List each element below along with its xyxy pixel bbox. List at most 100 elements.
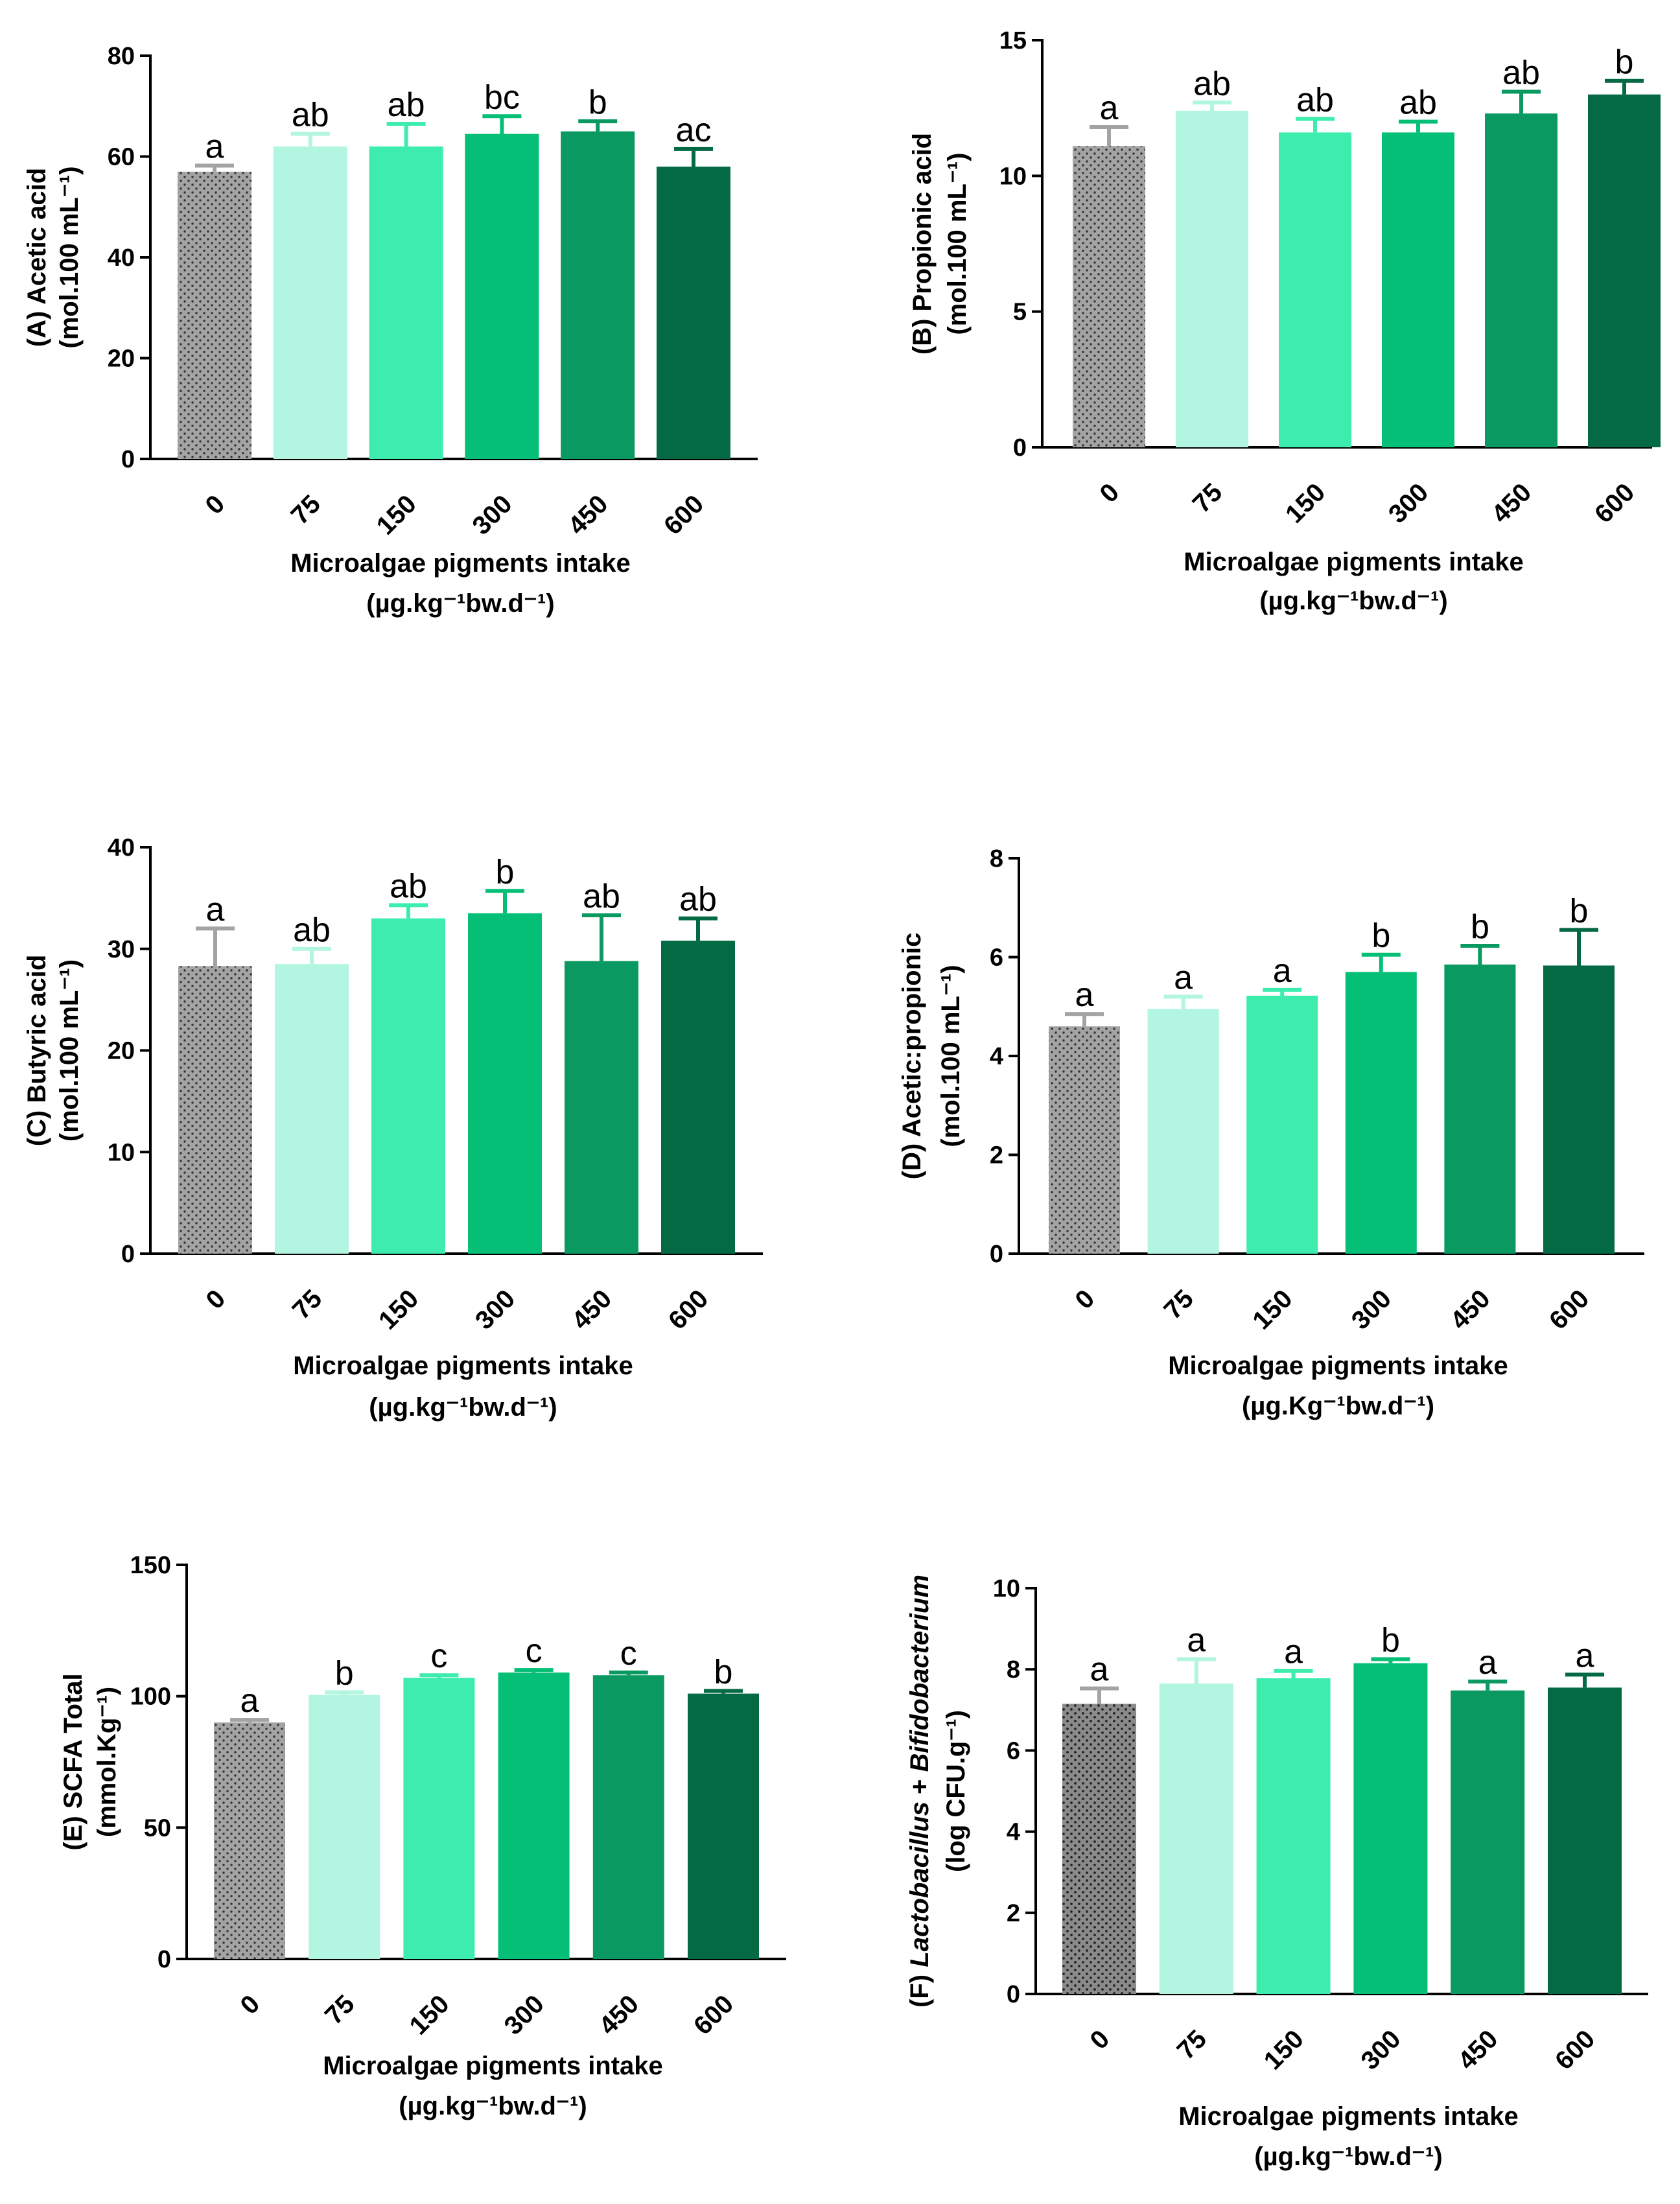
y-tick-label: 20 — [108, 1038, 135, 1065]
significance-letter: a — [1090, 1651, 1109, 1689]
y-tick-label: 6 — [990, 944, 1003, 972]
x-tick-label: 0 — [235, 1989, 266, 2020]
significance-letter: ab — [583, 878, 620, 915]
significance-letter: a — [1075, 976, 1094, 1014]
y-tick-label: 2 — [990, 1142, 1003, 1169]
y-axis-unit: (mmol.Kg⁻¹) — [93, 1687, 121, 1837]
chart-panel-d: 0 2 4 6 8 a 0 a 75 a 150 b 300 b 450 b 600 (D) Acetic:pro… — [898, 845, 1644, 1420]
x-tick-label: 450 — [563, 489, 613, 540]
significance-letter: a — [1576, 1637, 1594, 1674]
chart-panel-e: 0 50 100 150 a 0 b 75 c 150 c 300 c 450 b 600 (E) SCFA T… — [59, 1552, 786, 2120]
significance-letter: a — [1174, 959, 1193, 997]
significance-letter: a — [1273, 952, 1292, 990]
x-tick-label: 0 — [200, 489, 231, 520]
x-tick-label: 300 — [1346, 1284, 1397, 1335]
x-tick-label: 75 — [1172, 2024, 1213, 2065]
x-tick-label: 75 — [286, 489, 327, 530]
bar-c-150 — [371, 918, 445, 1254]
x-tick-label: 150 — [373, 1284, 424, 1335]
chart-panel-f: 0 2 4 6 8 10 a 0 a 75 a 150 b 300 a 450 a 600 (F) Lactobac… — [905, 1575, 1648, 2171]
x-axis-title: Microalgae pigments intake — [293, 1352, 633, 1380]
bar-b-0 — [1073, 146, 1145, 447]
x-tick-label: 600 — [1544, 1284, 1594, 1335]
x-tick-label: 150 — [371, 489, 422, 540]
significance-letter: c — [526, 1632, 542, 1670]
x-tick-label: 450 — [566, 1284, 617, 1335]
chart-panel-c: 0 10 20 30 40 a 0 ab 75 ab 150 b 300 ab 450 ab 600 (C) Bu… — [23, 834, 763, 1422]
x-tick-label: 300 — [467, 489, 517, 540]
y-tick-label: 50 — [144, 1814, 171, 1842]
y-axis-unit: (mol.100 mL⁻¹) — [937, 965, 965, 1147]
bar-f-0 — [1062, 1704, 1136, 1994]
significance-letter: ab — [1502, 54, 1540, 92]
y-tick-label: 0 — [158, 1946, 171, 1973]
x-axis-unit: (µg.Kg⁻¹bw.d⁻¹) — [1242, 1392, 1434, 1420]
y-tick-label: 10 — [999, 163, 1027, 190]
significance-letter: bc — [484, 78, 520, 116]
x-axis-unit: (µg.kg⁻¹bw.d⁻¹) — [369, 1393, 557, 1422]
bar-a-300 — [465, 134, 539, 459]
bar-d-75 — [1147, 1009, 1219, 1254]
y-axis-unit: (mol.100 mL⁻¹) — [55, 166, 84, 348]
significance-letter: b — [335, 1655, 354, 1693]
y-axis-title: (A) Acetic acid — [23, 168, 51, 347]
y-tick-label: 10 — [108, 1139, 135, 1166]
significance-letter: ab — [292, 97, 329, 134]
chart-panel-a: 0 20 40 60 80 a 0 ab 75 ab 150 bc 300 b 450 ac 600 (A) Ac… — [23, 43, 758, 618]
x-tick-label: 150 — [1247, 1284, 1298, 1335]
x-axis-title: Microalgae pigments intake — [290, 549, 631, 578]
x-tick-label: 450 — [594, 1989, 644, 2040]
significance-letter: a — [1100, 89, 1119, 127]
x-tick-label: 150 — [1259, 2024, 1309, 2075]
x-tick-label: 150 — [1280, 478, 1331, 528]
x-tick-label: 75 — [1158, 1284, 1199, 1325]
x-tick-label: 450 — [1445, 1284, 1495, 1335]
significance-letter: a — [206, 891, 225, 928]
y-tick-label: 20 — [108, 346, 135, 373]
bar-b-150 — [1279, 132, 1351, 447]
significance-letter: ab — [679, 881, 717, 919]
bar-d-0 — [1049, 1026, 1120, 1254]
significance-letter: c — [430, 1637, 447, 1675]
bar-a-150 — [369, 146, 443, 459]
bar-f-150 — [1256, 1678, 1331, 1994]
bar-e-600 — [688, 1693, 759, 1959]
bar-b-450 — [1485, 113, 1558, 448]
y-tick-label: 40 — [108, 834, 135, 862]
y-tick-label: 6 — [1007, 1737, 1020, 1764]
y-axis-unit: (log CFU.g⁻¹) — [942, 1710, 970, 1872]
significance-letter: a — [1187, 1622, 1206, 1659]
y-axis-title: (F) Lactobacillus + Bifidobacterium — [905, 1575, 934, 2008]
bar-d-600 — [1543, 965, 1615, 1254]
x-tick-label: 150 — [404, 1989, 454, 2040]
significance-letter: a — [1284, 1634, 1303, 1671]
significance-letter: ac — [676, 111, 712, 149]
bar-b-300 — [1382, 132, 1454, 447]
y-axis-unit: (mol.100 mL⁻¹) — [55, 959, 84, 1142]
significance-letter: b — [496, 853, 515, 891]
significance-letter: b — [1371, 917, 1390, 955]
y-tick-label: 0 — [1013, 434, 1027, 462]
significance-letter: ab — [390, 867, 427, 905]
x-tick-label: 300 — [499, 1989, 550, 2040]
y-axis-unit: (mol.100 mL⁻¹) — [943, 152, 972, 334]
x-tick-label: 0 — [1070, 1284, 1101, 1315]
x-tick-label: 75 — [320, 1989, 360, 2030]
bar-e-450 — [592, 1675, 664, 1959]
significance-letter: ab — [388, 86, 425, 124]
bar-e-300 — [498, 1672, 570, 1959]
bar-c-300 — [468, 913, 542, 1254]
x-tick-label: 0 — [1095, 478, 1125, 508]
significance-letter: a — [205, 128, 224, 165]
x-axis-unit: (µg.kg⁻¹bw.d⁻¹) — [366, 589, 554, 618]
y-tick-label: 4 — [1007, 1819, 1020, 1846]
x-tick-label: 300 — [470, 1284, 520, 1335]
y-tick-label: 60 — [108, 144, 135, 171]
y-axis-title: (D) Acetic:propionic — [898, 933, 926, 1180]
significance-letter: b — [714, 1654, 733, 1691]
y-tick-label: 10 — [993, 1575, 1020, 1602]
chart-panel-b: 0 5 10 15 a 0 ab 75 ab 150 ab 300 ab 450 b 600 (B) Propi… — [908, 27, 1661, 615]
bar-d-450 — [1444, 964, 1516, 1254]
x-tick-label: 300 — [1383, 478, 1434, 528]
bar-e-0 — [214, 1722, 285, 1959]
